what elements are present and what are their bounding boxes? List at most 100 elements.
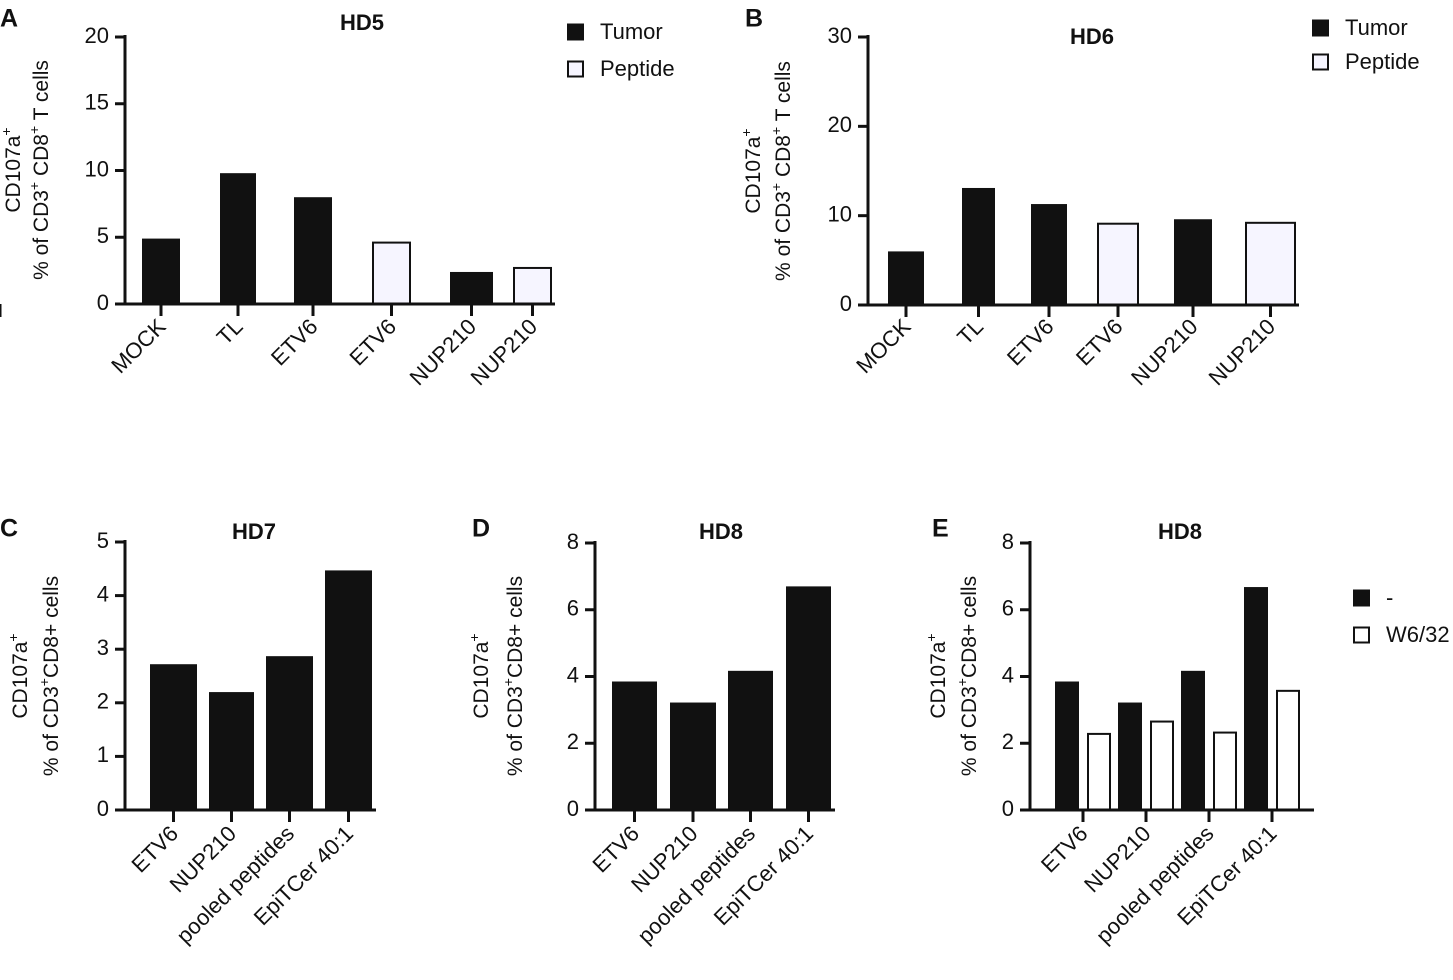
bar-w632 [1276, 689, 1300, 812]
bar [612, 681, 657, 810]
legend-label: Tumor [600, 19, 663, 44]
bar [325, 570, 372, 810]
bar-minus [1244, 587, 1268, 810]
bar [372, 241, 411, 305]
y-axis-label-line2: % of CD3+ CD8+ T cells [26, 60, 53, 280]
y-axis-label-sup: + [768, 127, 784, 135]
y-tick-label: 0 [97, 290, 109, 315]
bar-w632 [1087, 732, 1111, 812]
legend-label: W6/32 [1386, 622, 1450, 647]
y-axis-label-text: T cells [30, 60, 53, 126]
y-axis-label-line1: CD107a+ [738, 128, 765, 213]
legend-label: - [1386, 585, 1393, 610]
x-category-label: NUP210 [1204, 314, 1280, 390]
legend-label: Peptide [1345, 49, 1420, 74]
x-category-label: ETV6 [1036, 821, 1093, 878]
y-axis-label-sup: + [768, 183, 784, 191]
bar [209, 692, 254, 810]
y-tick-label: 5 [97, 223, 109, 248]
x-category-label: ETV6 [266, 314, 323, 371]
y-axis-label-sup: + [500, 678, 516, 686]
bar [670, 702, 716, 810]
y-axis-label-text: % of CD3 [504, 686, 527, 776]
y-tick-label: 0 [567, 796, 579, 821]
y-axis-label-line2: % of CD3+ CD8+ T cells [768, 61, 795, 281]
y-tick-label: 10 [85, 156, 109, 181]
y-axis-label-text: % of CD3 [40, 686, 63, 776]
bar-w632 [1150, 720, 1174, 812]
panel-a: AHD505101520MOCKTLETV6ETV6NUP210NUP210Ep… [0, 5, 675, 390]
chart-title: HD8 [699, 519, 743, 544]
legend-swatch [1312, 53, 1329, 71]
panel-letter: A [0, 5, 18, 33]
y-axis-label-text: CD8+ cells [958, 576, 981, 678]
y-axis-label-text: CD8 [30, 134, 53, 182]
y-axis-label-text: % of CD3 [30, 190, 53, 280]
y-axis-label-text: CD107a [470, 641, 493, 718]
x-category-label: MOCK [106, 314, 171, 379]
bar [728, 670, 773, 810]
x-category-label: ETV6 [344, 314, 401, 371]
panel-letter: D [472, 515, 490, 543]
x-category-label: ETV6 [1071, 314, 1128, 371]
x-category-label: TL [212, 314, 248, 350]
y-tick-label: 6 [1002, 596, 1014, 621]
y-tick-label: 4 [97, 581, 109, 606]
y-axis-label-sup: + [923, 633, 939, 641]
legend-label: Tumor [1345, 15, 1408, 40]
y-axis-label-sup: + [26, 182, 42, 190]
y-tick-label: 4 [567, 662, 579, 687]
bar [1031, 204, 1067, 305]
y-tick-label: 0 [1002, 796, 1014, 821]
y-axis-label-sup: + [738, 128, 754, 136]
y-axis-label-text: CD107a [927, 641, 950, 718]
bar [513, 266, 552, 305]
y-axis-label-sup: + [5, 633, 21, 641]
y-tick-label: 10 [828, 201, 852, 226]
bar [294, 197, 332, 304]
y-axis-label-sup: + [0, 127, 14, 135]
y-axis-label-sup: + [466, 633, 482, 641]
y-tick-label: 2 [567, 729, 579, 754]
legend-swatch [1353, 589, 1370, 607]
y-axis-label-line2: % of CD3+CD8+ cells [36, 576, 63, 776]
panel-letter: C [0, 515, 18, 543]
y-tick-label: 20 [828, 112, 852, 137]
panel-letter: B [745, 5, 763, 33]
y-axis-label-sup: + [26, 126, 42, 134]
bar [786, 586, 831, 810]
panel-letter: E [932, 515, 949, 543]
bar [1174, 219, 1212, 305]
chart-title: HD5 [340, 10, 384, 35]
y-tick-label: 2 [97, 689, 109, 714]
y-axis-label-line2: % of CD3+CD8+ cells [500, 576, 527, 776]
chart-title: HD8 [1158, 519, 1202, 544]
y-axis-label-text: CD107a [2, 135, 25, 212]
legend-label: Peptide [600, 56, 675, 81]
y-axis-label-text: CD107a [742, 136, 765, 213]
y-axis-label-text: CD107a [9, 641, 32, 718]
y-axis-label-line1: CD107a+ [466, 633, 493, 718]
bar [450, 271, 493, 304]
y-axis-label-line1: CD107a+ [0, 127, 25, 212]
bar-minus [1118, 702, 1142, 810]
y-axis-label-text: T cells [772, 61, 795, 127]
y-tick-label: 8 [1002, 529, 1014, 554]
y-axis-label-sup: + [36, 678, 52, 686]
y-tick-label: 8 [567, 529, 579, 554]
legend-swatch [567, 60, 584, 78]
y-tick-label: 5 [97, 528, 109, 553]
bar [1097, 222, 1139, 306]
y-axis-label-line2: % of CD3+CD8+ cells [954, 576, 981, 776]
bar-minus [1055, 681, 1079, 810]
x-category-label: ETV6 [1002, 314, 1059, 371]
bar [142, 238, 180, 304]
y-axis-label-text: CD8 [772, 135, 795, 183]
bar [220, 173, 256, 304]
x-category-label: NUP210 [466, 314, 542, 390]
bar [962, 187, 995, 305]
